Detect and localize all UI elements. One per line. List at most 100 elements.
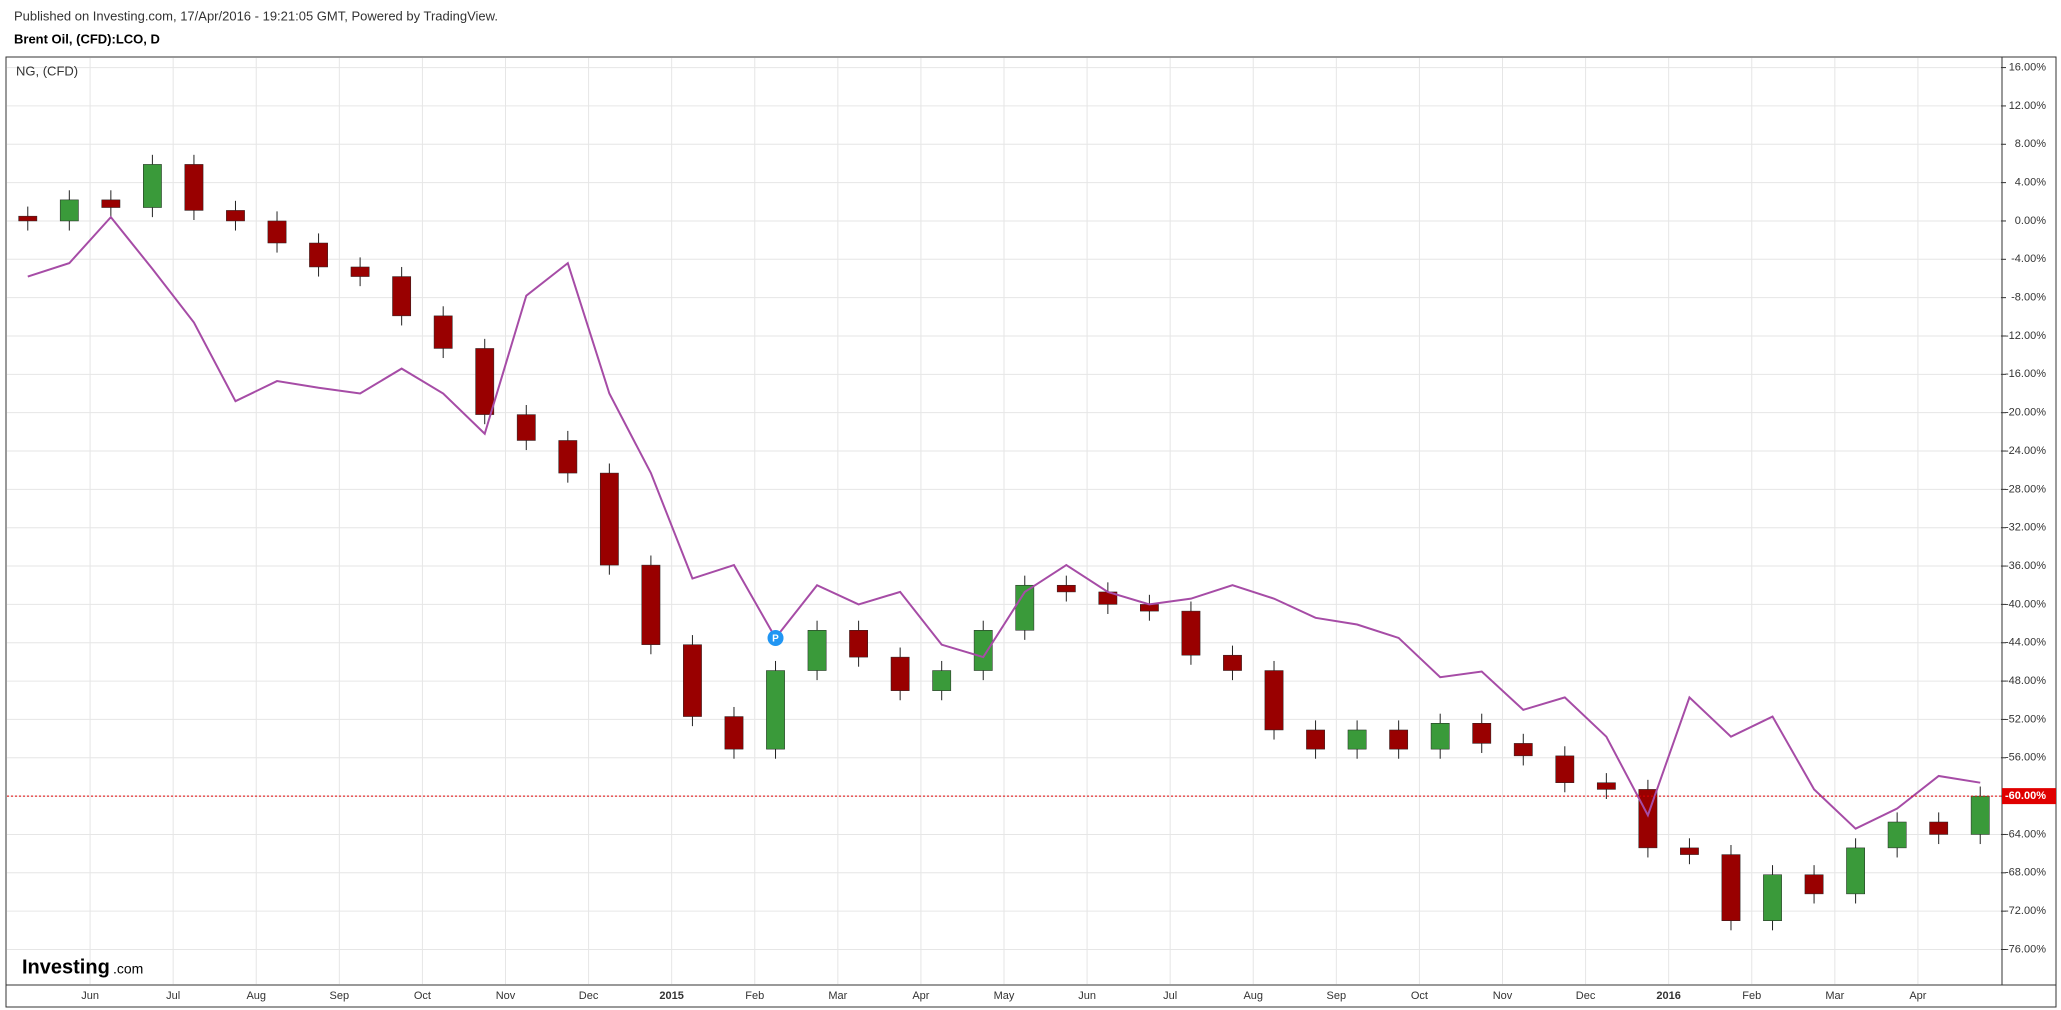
- x-tick-label: Sep: [330, 990, 350, 1002]
- x-tick-label: Jul: [1163, 990, 1177, 1002]
- candle-body: [143, 164, 162, 208]
- x-tick-label: Aug: [246, 990, 266, 1002]
- candle-body: [1680, 847, 1699, 855]
- candle-body: [1763, 874, 1782, 921]
- candle-body: [309, 242, 328, 268]
- candle-body: [1721, 854, 1741, 921]
- candle-body: [1970, 795, 1990, 835]
- legend-entry: NG, (CFD): [16, 63, 78, 78]
- last-value-box: [2002, 788, 2056, 805]
- x-tick-label: 2015: [659, 990, 683, 1002]
- candle-body: [1264, 670, 1284, 731]
- y-tick-label: -68.00%: [2005, 867, 2046, 879]
- frame: [5, 56, 2057, 1008]
- candle-body: [226, 210, 245, 222]
- x-tick-label: Jun: [81, 990, 99, 1002]
- candle-body: [641, 564, 661, 645]
- y-tick-label: -4.00%: [2011, 253, 2046, 265]
- candle-body: [475, 348, 495, 415]
- candle-body: [1472, 723, 1492, 744]
- candle-body: [350, 266, 370, 277]
- candle-body: [599, 472, 619, 566]
- ng-line: [27, 215, 1981, 830]
- x-tick-label: Sep: [1327, 990, 1347, 1002]
- candle-body: [973, 630, 993, 671]
- x-tick-label: Apr: [1909, 990, 1926, 1002]
- last-value-label: -60.00%: [2005, 790, 2046, 802]
- candle-body: [766, 670, 785, 750]
- x-tick-label: Dec: [1576, 990, 1596, 1002]
- candle-body: [1389, 729, 1409, 750]
- y-tick-label: -36.00%: [2005, 560, 2046, 572]
- candle-body: [1347, 729, 1367, 750]
- y-tick-label: -24.00%: [2005, 445, 2046, 457]
- x-tick-label: Oct: [1411, 990, 1428, 1002]
- y-tick-label: -44.00%: [2005, 637, 2046, 649]
- y-tick-label: -40.00%: [2005, 598, 2046, 610]
- x-tick-label: Nov: [496, 990, 516, 1002]
- candle-body: [1846, 847, 1865, 895]
- y-tick-label: -72.00%: [2005, 905, 2046, 917]
- y-tick-label: 8.00%: [2015, 138, 2046, 150]
- y-tick-label: 16.00%: [2009, 61, 2047, 73]
- candle-body: [1056, 584, 1076, 593]
- candle-body: [890, 656, 910, 691]
- x-tick-label: Nov: [1493, 990, 1513, 1002]
- y-tick-label: -12.00%: [2005, 330, 2046, 342]
- candle-body: [1223, 654, 1242, 671]
- y-tick-label: 0.00%: [2015, 215, 2046, 227]
- x-tick-label: Jul: [166, 990, 180, 1002]
- candle-body: [724, 716, 744, 750]
- candle-body: [1596, 782, 1616, 790]
- y-tick-label: -64.00%: [2005, 828, 2046, 840]
- candle-body: [1181, 610, 1201, 656]
- candle-body: [849, 630, 868, 658]
- x-tick-label: Apr: [912, 990, 929, 1002]
- candle-body: [1555, 755, 1575, 783]
- candle-body: [1804, 874, 1824, 895]
- symbol-title: Brent Oil, (CFD):LCO, D: [14, 31, 160, 46]
- x-tick-label: Jun: [1078, 990, 1096, 1002]
- y-tick-label: -52.00%: [2005, 713, 2046, 725]
- x-tick-label: Aug: [1243, 990, 1263, 1002]
- logo-suffix: .com: [113, 961, 143, 977]
- x-tick-label: Oct: [414, 990, 431, 1002]
- marker-label: P: [772, 634, 779, 645]
- y-tick-label: 4.00%: [2015, 177, 2046, 189]
- y-tick-label: -56.00%: [2005, 752, 2046, 764]
- y-tick-label: -16.00%: [2005, 368, 2046, 380]
- candle-body: [392, 276, 412, 317]
- y-tick-label: -8.00%: [2011, 292, 2046, 304]
- y-tick-label: -20.00%: [2005, 407, 2046, 419]
- candle-body: [932, 670, 952, 691]
- y-tick-label: -32.00%: [2005, 522, 2046, 534]
- candle-body: [558, 440, 578, 474]
- candle-body: [59, 199, 79, 222]
- y-tick-label: -28.00%: [2005, 483, 2046, 495]
- candle-body: [101, 199, 121, 208]
- candle-body: [516, 414, 536, 441]
- candle-body: [1430, 723, 1450, 750]
- marker: [767, 629, 784, 646]
- y-tick-label: -48.00%: [2005, 675, 2046, 687]
- x-tick-label: Dec: [579, 990, 599, 1002]
- candle-body: [1929, 821, 1949, 835]
- x-tick-label: 2016: [1656, 990, 1680, 1002]
- candle-body: [1306, 729, 1325, 750]
- candle-body: [184, 164, 204, 211]
- x-tick-label: Mar: [828, 990, 847, 1002]
- candle-body: [807, 630, 827, 671]
- logo: Investing: [22, 956, 110, 978]
- x-tick-label: Feb: [745, 990, 764, 1002]
- candle-body: [1887, 821, 1907, 849]
- candle-body: [267, 220, 287, 244]
- y-tick-label: -76.00%: [2005, 943, 2046, 955]
- published-note: Published on Investing.com, 17/Apr/2016 …: [14, 8, 498, 23]
- candle-body: [18, 215, 38, 222]
- candle-body: [433, 315, 453, 349]
- x-tick-label: May: [994, 990, 1015, 1002]
- candle-body: [683, 644, 702, 717]
- x-tick-label: Mar: [1825, 990, 1844, 1002]
- y-tick-label: 12.00%: [2009, 100, 2047, 112]
